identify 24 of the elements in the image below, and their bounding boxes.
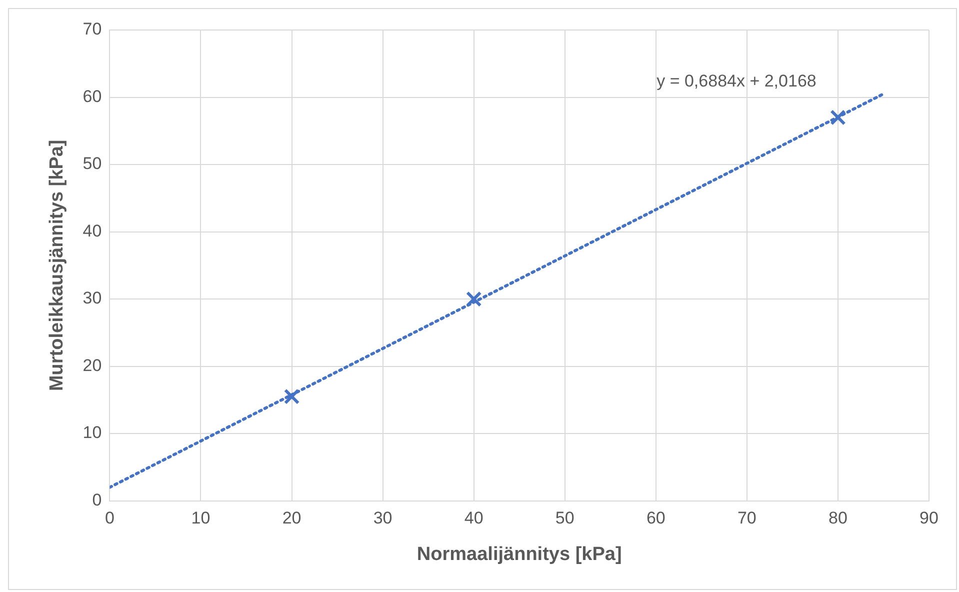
x-tick-label: 40 [464, 508, 484, 528]
x-tick-label: 30 [373, 508, 392, 528]
x-tick-label: 90 [920, 508, 938, 528]
x-axis-title: Normaalijännitys [kPa] [416, 544, 622, 565]
annotation: y = 0,6884x + 2,0168 [656, 72, 816, 91]
point [466, 291, 482, 307]
x-tick-label: 60 [646, 508, 666, 528]
x-tick-label: 80 [828, 508, 848, 528]
x-tick-label: 20 [282, 508, 302, 528]
y-tick-label: 20 [82, 356, 102, 375]
y-tick-label: 10 [82, 423, 102, 442]
y-tick-label: 30 [82, 288, 102, 308]
y-tick-label: 60 [82, 86, 102, 106]
y-axis-title: Murtoleikkausjännitys [kPa] [46, 140, 68, 392]
x-tick-label: 70 [737, 508, 756, 528]
y-tick-label: 70 [82, 20, 102, 39]
x-tick-label: 0 [104, 508, 114, 528]
y-tick-label: 50 [82, 154, 102, 174]
y-tick-label: 0 [92, 490, 102, 510]
point [830, 110, 846, 126]
x-tick-label: 50 [555, 508, 574, 528]
y-tick-label: 40 [82, 221, 102, 240]
x-tick-label: 10 [191, 508, 210, 528]
point [284, 388, 300, 404]
